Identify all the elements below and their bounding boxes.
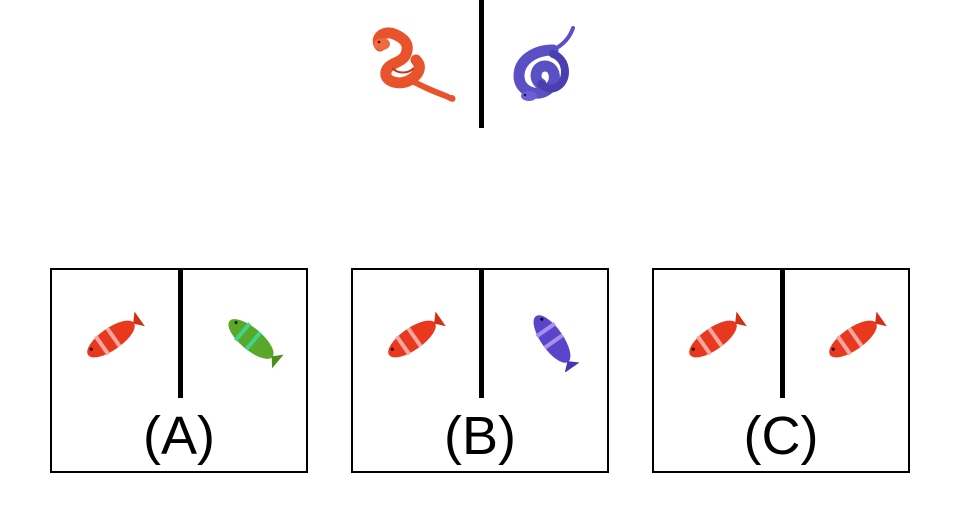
fish-icon [517,306,587,373]
fish-icon [678,306,748,372]
option-a[interactable]: (A) [50,268,308,473]
option-b[interactable]: (B) [351,268,609,473]
option-label: (C) [743,406,819,466]
option-divider [780,270,785,398]
fish-icon [76,306,146,372]
option-divider [178,270,183,398]
fish-icon [377,306,447,372]
prompt-divider [479,0,484,128]
fish-icon [216,306,286,372]
option-divider [479,270,484,398]
fish-icon [818,306,888,372]
option-label: (B) [444,406,516,466]
option-c[interactable]: (C) [652,268,910,473]
option-label: (A) [143,406,215,466]
snake-icon [370,24,460,106]
snake-icon [505,24,595,106]
